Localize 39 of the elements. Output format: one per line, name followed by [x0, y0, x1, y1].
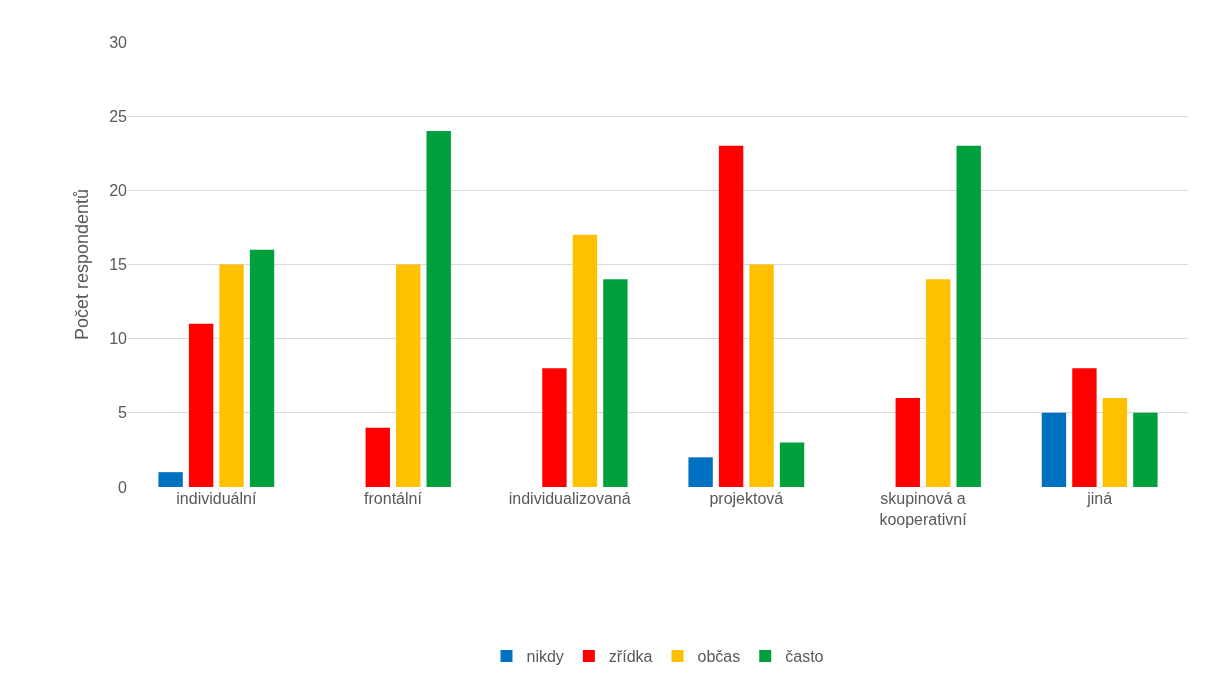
x-tick-label: skupinová a kooperativní: [879, 490, 968, 528]
bar: [1102, 398, 1128, 487]
bar: [603, 279, 628, 487]
bar: [895, 398, 920, 487]
bar: [219, 264, 244, 487]
bar: [956, 145, 981, 487]
y-tick-label: 30: [109, 33, 128, 51]
legend-label: občas: [697, 648, 741, 666]
bar: [926, 279, 951, 487]
bar: [1041, 412, 1067, 487]
legend-label: často: [785, 648, 824, 666]
bar: [572, 234, 598, 487]
y-tick-label: 15: [109, 256, 128, 274]
y-tick-label: 5: [118, 404, 128, 422]
bar: [688, 457, 713, 487]
x-tick-label: individualizovaná: [508, 490, 631, 507]
x-tick-label: frontální: [364, 490, 423, 507]
bar: [542, 368, 567, 487]
legend-label: zřídka: [608, 648, 653, 666]
bar: [158, 472, 183, 487]
y-tick-label: 25: [109, 107, 128, 125]
y-axis-title: Počet respondentů: [72, 188, 93, 341]
bar: [249, 249, 275, 487]
y-tick-label: 10: [109, 330, 128, 348]
bar: [779, 442, 805, 487]
x-tick-label: jiná: [1086, 490, 1113, 507]
bar: [188, 323, 214, 487]
bar: [365, 427, 390, 487]
bar: [718, 145, 744, 487]
x-tick-label: individuální: [176, 490, 257, 507]
bar: [396, 264, 421, 487]
bar: [749, 264, 774, 487]
bar: [426, 131, 451, 487]
x-tick-label: projektová: [709, 490, 784, 507]
bar: [1133, 412, 1158, 487]
bar: [1072, 368, 1097, 487]
y-tick-label: 0: [118, 478, 128, 496]
y-tick-label: 20: [109, 181, 128, 199]
legend-label: nikdy: [526, 648, 564, 666]
